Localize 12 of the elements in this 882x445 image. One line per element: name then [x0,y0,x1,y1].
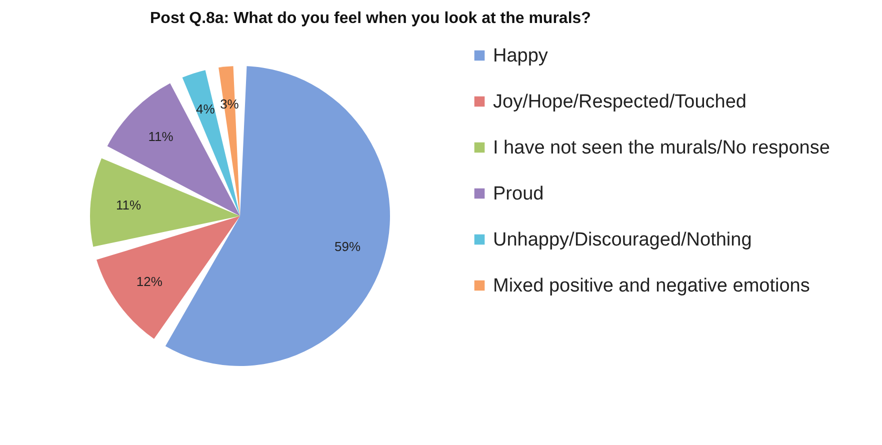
data-label: 4% [196,101,216,116]
legend-label: Mixed positive and negative emotions [493,276,810,296]
legend-label: Proud [493,184,544,204]
data-label: 11% [148,128,174,144]
legend-label: Happy [493,46,548,66]
legend-label: I have not seen the murals/No response [493,138,830,158]
chart-title: Post Q.8a: What do you feel when you look at the murals? [150,10,591,27]
data-label: 11% [116,197,142,212]
legend-label: Joy/Hope/Respected/Touched [493,92,746,112]
legend-label: Unhappy/Discouraged/Nothing [493,230,752,250]
data-label: 12% [136,274,163,289]
data-label: 59% [334,239,361,254]
